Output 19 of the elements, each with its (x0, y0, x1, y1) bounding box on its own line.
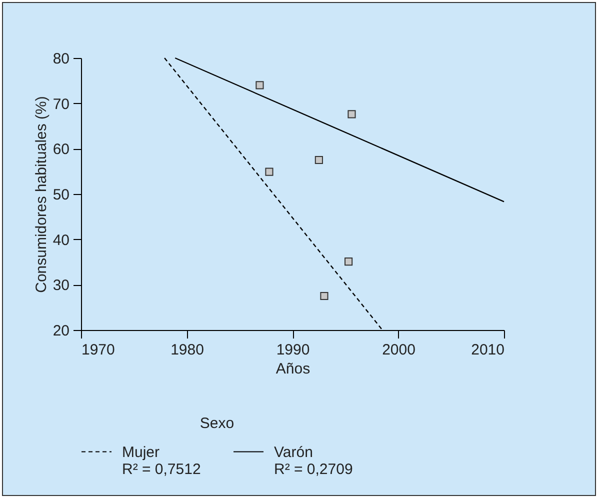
y-tick-label: 50 (52, 186, 70, 204)
y-tick-label: 30 (52, 277, 70, 294)
x-tick-label: 2000 (382, 342, 416, 358)
x-tick-label: 1980 (170, 342, 204, 358)
x-tick-label: 2010 (471, 342, 504, 358)
y-tick-label: 80 (52, 50, 70, 68)
y-axis-title: Consumidores habituales (%) (32, 96, 50, 293)
y-tick-label: 60 (52, 141, 70, 158)
y-tick-label: 70 (52, 96, 70, 113)
x-axis-title: Años (276, 360, 310, 378)
y-tick-label: 40 (52, 232, 70, 249)
legend-title: Sexo (200, 415, 234, 432)
text: R² = 0,7512 (122, 460, 201, 478)
x-tick-label: 1970 (82, 342, 115, 358)
text: R² = 0,2709 (274, 460, 353, 478)
x-tick-label: 1990 (276, 342, 310, 358)
legend-label: Varón (274, 444, 313, 461)
legend-label: Mujer (122, 444, 160, 461)
y-tick-label: 20 (52, 322, 70, 340)
